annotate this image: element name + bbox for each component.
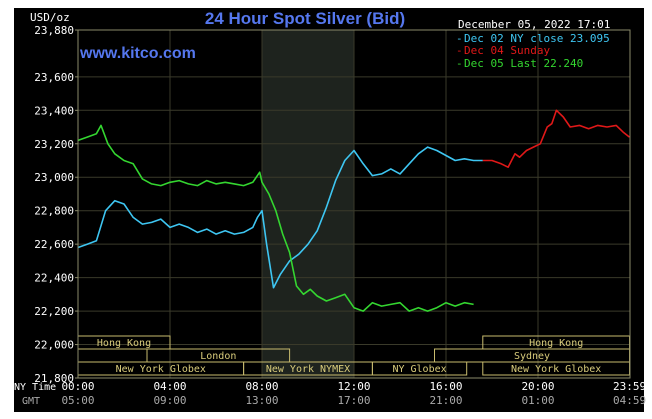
y-tick-label: 23,200 bbox=[34, 138, 74, 151]
x-tick-label-gmt: 13:00 bbox=[245, 394, 278, 407]
chart-title: 24 Hour Spot Silver (Bid) bbox=[205, 9, 405, 28]
market-session-label: London bbox=[200, 351, 236, 362]
x-tick-label-ny: 12:00 bbox=[337, 380, 370, 393]
timestamp: December 05, 2022 17:01 bbox=[458, 18, 610, 31]
y-tick-label: 22,400 bbox=[34, 272, 74, 285]
series-line bbox=[77, 146, 483, 289]
market-session-label: NY Globex bbox=[392, 364, 446, 375]
x-tick-label-gmt: 21:00 bbox=[429, 394, 462, 407]
market-session-label: Hong Kong bbox=[97, 338, 151, 349]
ny-time-label: NY Time bbox=[14, 382, 56, 393]
y-tick-label: 22,000 bbox=[34, 339, 74, 352]
market-session-label: New York Globex bbox=[116, 364, 206, 375]
y-tick-label: 22,200 bbox=[34, 305, 74, 318]
series-line bbox=[77, 124, 474, 312]
nymex-session-band bbox=[262, 30, 354, 378]
legend-item-2: Dec 05 Last 22.240 bbox=[464, 57, 583, 70]
y-axis-ticks: 23,880 23,600 23,400 23,200 23,000 22,800 22,6… bbox=[34, 24, 78, 385]
plot-border bbox=[77, 29, 631, 379]
market-session-box bbox=[371, 361, 468, 376]
legend: - Dec 02 NY close 23.095 - Dec 04 Sunday… bbox=[456, 32, 610, 70]
x-tick-label-ny: 20:00 bbox=[521, 380, 554, 393]
x-tick-label-ny: 16:00 bbox=[429, 380, 462, 393]
y-tick-label: 23,000 bbox=[34, 171, 74, 184]
y-axis-label: USD/oz bbox=[30, 11, 70, 24]
legend-item-0: Dec 02 NY close 23.095 bbox=[464, 32, 610, 45]
legend-dash-0: - bbox=[456, 32, 463, 45]
market-session-label: Hong Kong bbox=[529, 338, 583, 349]
y-tick-label: 23,400 bbox=[34, 104, 74, 117]
watermark: www.kitco.com bbox=[79, 45, 196, 62]
x-tick-label-gmt: 17:00 bbox=[337, 394, 370, 407]
series-lines bbox=[77, 109, 630, 312]
market-session-label: New York NYMEX bbox=[266, 364, 350, 375]
x-tick-label-gmt: 09:00 bbox=[153, 394, 186, 407]
legend-dash-1: - bbox=[456, 44, 463, 57]
y-tick-label: 22,600 bbox=[34, 238, 74, 251]
x-tick-label-ny: 04:00 bbox=[153, 380, 186, 393]
x-tick-label-ny: 00:00 bbox=[61, 380, 94, 393]
market-session-label: Sydney bbox=[514, 351, 550, 362]
series-line bbox=[482, 109, 630, 168]
market-session-label: New York Globex bbox=[511, 364, 601, 375]
legend-dash-2: - bbox=[456, 57, 463, 70]
y-tick-label: 23,880 bbox=[34, 24, 74, 37]
y-tick-label: 22,800 bbox=[34, 205, 74, 218]
x-tick-label-ny: 23:59 bbox=[613, 380, 646, 393]
y-tick-label: 23,600 bbox=[34, 71, 74, 84]
x-tick-label-gmt: 05:00 bbox=[61, 394, 94, 407]
y-tick-label: 21,800 bbox=[34, 372, 74, 385]
gmt-label: GMT bbox=[22, 396, 40, 407]
x-tick-label-ny: 08:00 bbox=[245, 380, 278, 393]
legend-item-1: Dec 04 Sunday bbox=[464, 44, 550, 57]
x-tick-label-gmt: 04:59 bbox=[613, 394, 646, 407]
x-tick-label-gmt: 01:00 bbox=[521, 394, 554, 407]
market-sessions: Hong Kong Hong Kong London Sydney New York G… bbox=[77, 335, 631, 376]
